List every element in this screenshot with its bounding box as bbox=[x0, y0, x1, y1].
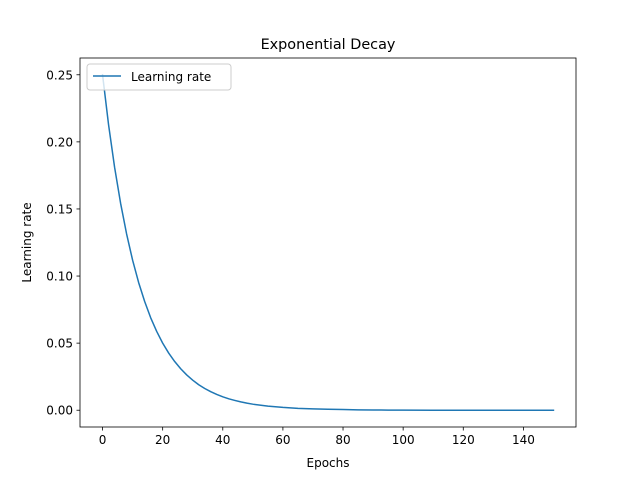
y-tick-label: 0.15 bbox=[46, 202, 73, 216]
y-tick-label: 0.00 bbox=[46, 404, 73, 418]
x-tick-label: 140 bbox=[512, 433, 535, 447]
plot-area bbox=[80, 58, 576, 427]
series-line-learning-rate bbox=[101, 73, 555, 411]
x-tick-label: 0 bbox=[99, 433, 107, 447]
legend: Learning rate bbox=[86, 63, 232, 91]
x-axis-ticks: 0 20 40 60 80 100 120 140 bbox=[99, 427, 535, 447]
x-tick-label: 80 bbox=[335, 433, 350, 447]
y-axis-ticks: 0.00 0.05 0.10 0.15 0.20 0.25 bbox=[46, 68, 80, 418]
legend-label: Learning rate bbox=[131, 70, 211, 84]
series-layer bbox=[101, 73, 555, 411]
y-tick-label: 0.10 bbox=[46, 270, 73, 284]
plot-frame bbox=[79, 57, 577, 428]
y-tick-label: 0.20 bbox=[46, 135, 73, 149]
y-axis-label: Learning rate bbox=[20, 202, 34, 282]
x-tick-label: 60 bbox=[275, 433, 290, 447]
x-tick-label: 100 bbox=[392, 433, 415, 447]
y-tick-label: 0.05 bbox=[46, 337, 73, 351]
legend-box bbox=[86, 63, 232, 91]
x-tick-label: 20 bbox=[155, 433, 170, 447]
x-axis-label: Epochs bbox=[307, 456, 350, 470]
x-tick-label: 120 bbox=[452, 433, 475, 447]
y-tick-label: 0.25 bbox=[46, 68, 73, 82]
x-tick-label: 40 bbox=[215, 433, 230, 447]
chart-title: Exponential Decay bbox=[261, 37, 396, 53]
